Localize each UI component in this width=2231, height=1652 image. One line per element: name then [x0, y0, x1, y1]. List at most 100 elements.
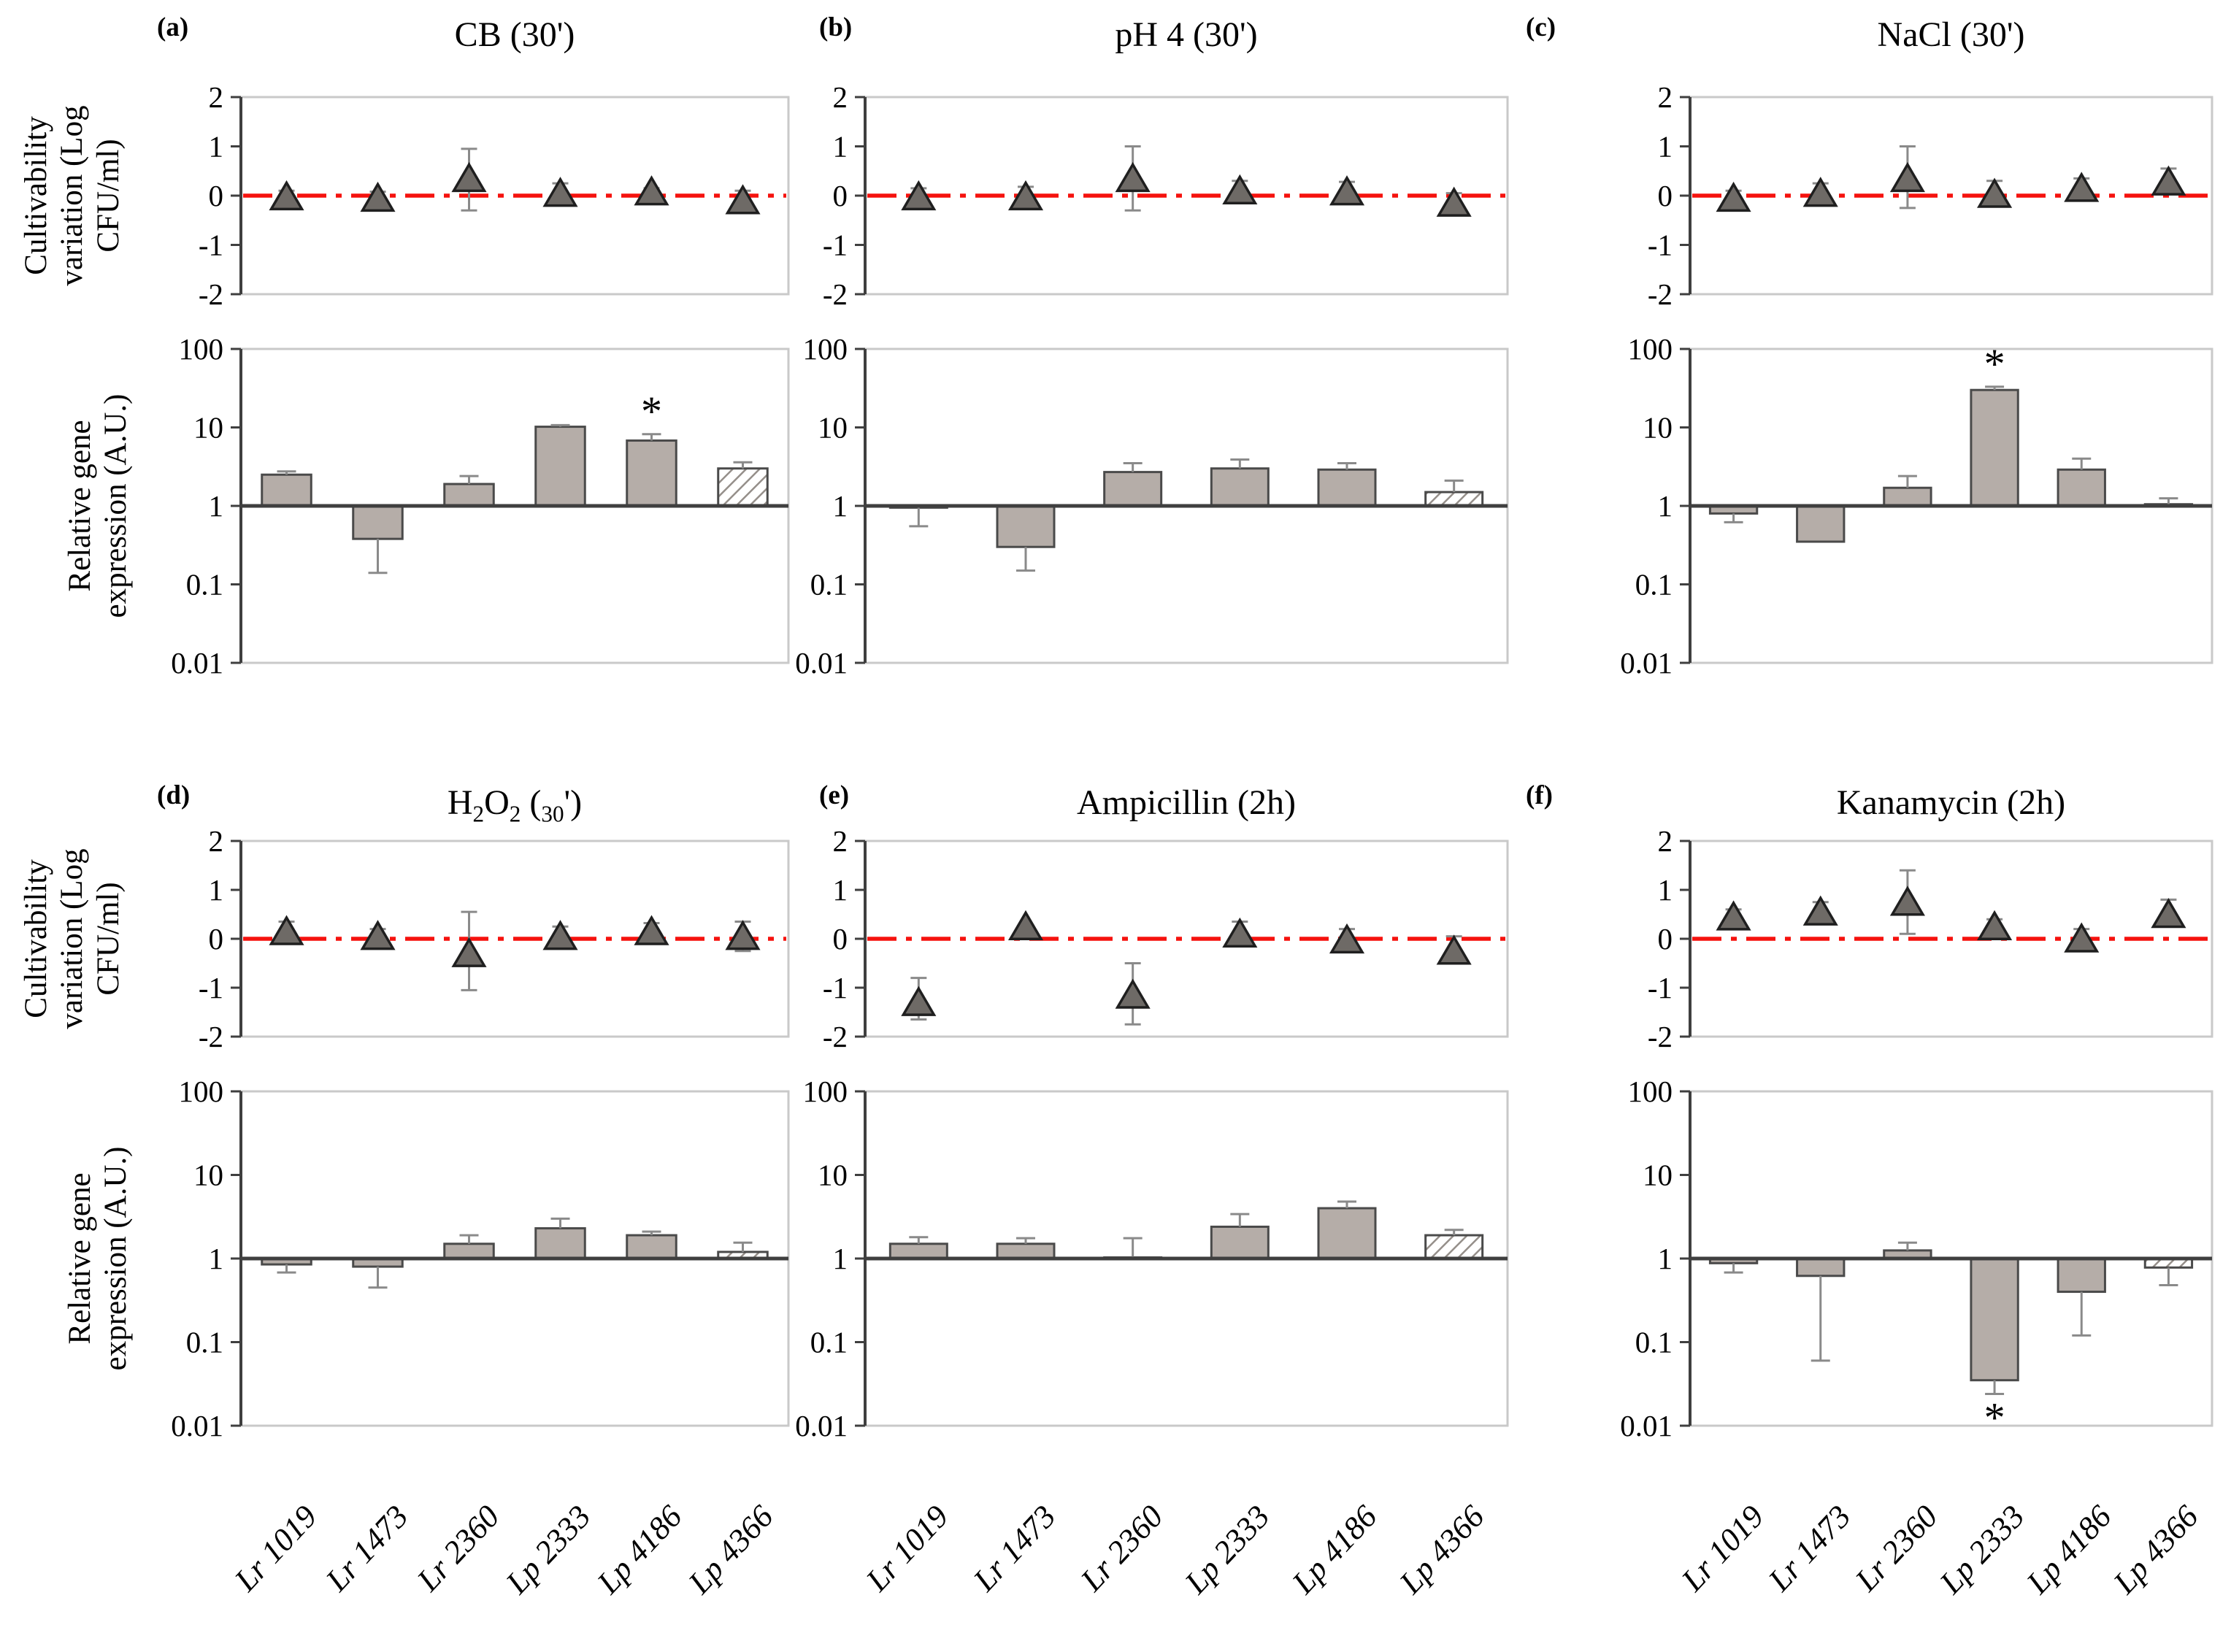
- axis-tick-label: 1: [209, 489, 224, 523]
- axis-tick-label: 2: [209, 80, 224, 114]
- triangle-marker: [1716, 900, 1751, 931]
- triangle-marker: [2151, 165, 2186, 196]
- triangle-marker: [1802, 895, 1838, 926]
- panel-b-expression-plot: 100 10 1 0.1 0.01: [795, 332, 1509, 680]
- plot-frame: [864, 840, 1509, 1038]
- axis-tick-label: 1: [209, 130, 224, 164]
- bar: [443, 1242, 495, 1260]
- axis-tick-label: 100: [803, 1075, 848, 1108]
- bar: [626, 1234, 677, 1260]
- bar: [1317, 468, 1377, 507]
- axis-tick-label: 1: [209, 873, 224, 907]
- axis-tick-label: -2: [823, 277, 848, 311]
- panel-d-title: H2O2 (30'): [447, 783, 583, 827]
- significance-asterisk: *: [641, 388, 662, 435]
- axis-tick-label: 1: [833, 489, 848, 523]
- triangle-marker: [1436, 934, 1472, 965]
- axis-tick-label: 0.01: [795, 646, 848, 680]
- panel-d-expression-plot: 100 10 1 0.1 0.01: [171, 1075, 790, 1442]
- axis-tick-label: 10: [193, 411, 223, 445]
- axis-tick-label: 100: [803, 332, 848, 366]
- panel-e-cultivability-plot: 2 1 0 -1 -2: [823, 824, 1509, 1053]
- axis-tick-label: 2: [1658, 80, 1673, 114]
- panel-c-expression-plot: 100 10 1 0.1 0.01 *: [1620, 332, 2213, 680]
- panel-c-letter: (c): [1526, 12, 1556, 42]
- axis-tick-label: -1: [823, 228, 848, 262]
- triangle-marker: [725, 920, 761, 950]
- axis-tick-label: 0.01: [171, 1409, 223, 1442]
- triangle-marker: [360, 181, 396, 212]
- bar: [2057, 468, 2106, 507]
- axis-tick-label: 2: [833, 80, 848, 114]
- panel-d-letter: (d): [157, 780, 191, 810]
- triangle-marker: [1436, 186, 1472, 217]
- triangle-marker: [2064, 922, 2100, 953]
- panel-b-cultivability-plot: 2 1 0 -1 -2: [823, 80, 1509, 311]
- panel-c-title: NaCl (30'): [1877, 15, 2025, 54]
- triangle-marker: [1329, 175, 1365, 206]
- bar: [352, 504, 404, 540]
- axis-tick-label: -1: [1648, 228, 1673, 262]
- axis-tick-label: 0.01: [171, 646, 223, 680]
- axis-tick-label: -1: [823, 971, 848, 1004]
- axis-tick-label: 0.1: [810, 1326, 848, 1359]
- axis-tick-label: 100: [179, 1075, 224, 1108]
- axis-tick-label: 10: [1643, 1159, 1673, 1192]
- triangle-marker: [1889, 161, 1925, 193]
- triangle-marker: [2151, 898, 2186, 929]
- triangle-marker: [1222, 917, 1258, 948]
- bar: [1424, 491, 1484, 507]
- bar: [1883, 486, 1932, 507]
- panel-e-expression-plot: 100 10 1 0.1 0.01: [795, 1075, 1509, 1442]
- y-axis-label-expression-bottom: Relative gene expression (A.U.): [63, 1146, 134, 1371]
- axis-tick-label: 0.1: [1635, 568, 1673, 602]
- axis-tick-label: 10: [193, 1159, 223, 1192]
- axis-tick-label: 0.01: [795, 1409, 848, 1442]
- triangle-marker: [1115, 161, 1151, 193]
- bar: [534, 1227, 586, 1260]
- axis-tick-label: 0: [1658, 922, 1673, 956]
- plot-frame: [864, 96, 1509, 296]
- axis-tick-label: 0: [1658, 179, 1673, 212]
- axis-tick-label: 100: [179, 332, 224, 366]
- panel-d-cultivability-plot: 2 1 0 -1 -2: [199, 824, 790, 1053]
- axis-tick-label: 0: [833, 922, 848, 956]
- bar: [534, 426, 586, 507]
- panel-c-cultivability-plot: 2 1 0 -1 -2: [1648, 80, 2213, 311]
- axis-tick-label: 0.1: [186, 1326, 223, 1359]
- triangle-marker: [2064, 172, 2100, 202]
- axis-tick-label: 1: [209, 1242, 224, 1275]
- axis-tick-label: 2: [209, 824, 224, 858]
- triangle-marker: [901, 986, 937, 1016]
- panel-a-cultivability-plot: 2 1 0 -1 -2: [199, 80, 790, 311]
- triangle-marker: [1802, 177, 1838, 207]
- significance-asterisk: *: [1984, 340, 2005, 388]
- triangle-marker: [901, 180, 937, 211]
- axis-tick-label: -2: [199, 277, 223, 311]
- axis-tick-label: 0: [833, 179, 848, 212]
- axis-tick-label: 1: [833, 1242, 848, 1275]
- triangle-marker: [360, 920, 396, 950]
- axis-tick-label: -1: [1648, 971, 1673, 1004]
- axis-tick-label: 10: [818, 1159, 848, 1192]
- triangle-marker: [451, 937, 487, 967]
- axis-tick-label: 2: [833, 824, 848, 858]
- bar: [626, 439, 677, 507]
- axis-tick-label: 1: [1658, 1242, 1673, 1275]
- panel-e-title: Ampicillin (2h): [1077, 783, 1296, 822]
- bar: [443, 483, 495, 507]
- panel-a-expression-plot: 100 10 1 0.1 0.01 *: [171, 332, 790, 680]
- axis-tick-label: 2: [1658, 824, 1673, 858]
- bar: [996, 1242, 1056, 1260]
- axis-tick-label: -2: [1648, 277, 1673, 311]
- triangle-marker: [1222, 174, 1258, 204]
- bar: [1210, 467, 1270, 507]
- axis-tick-label: 1: [1658, 489, 1673, 523]
- axis-tick-label: 10: [1643, 411, 1673, 445]
- axis-tick-label: -1: [199, 228, 223, 262]
- axis-tick-label: -2: [1648, 1020, 1673, 1053]
- axis-tick-label: 100: [1628, 1075, 1673, 1108]
- axis-tick-label: -2: [823, 1020, 848, 1053]
- bar: [1103, 471, 1163, 507]
- axis-tick-label: 0: [209, 922, 224, 956]
